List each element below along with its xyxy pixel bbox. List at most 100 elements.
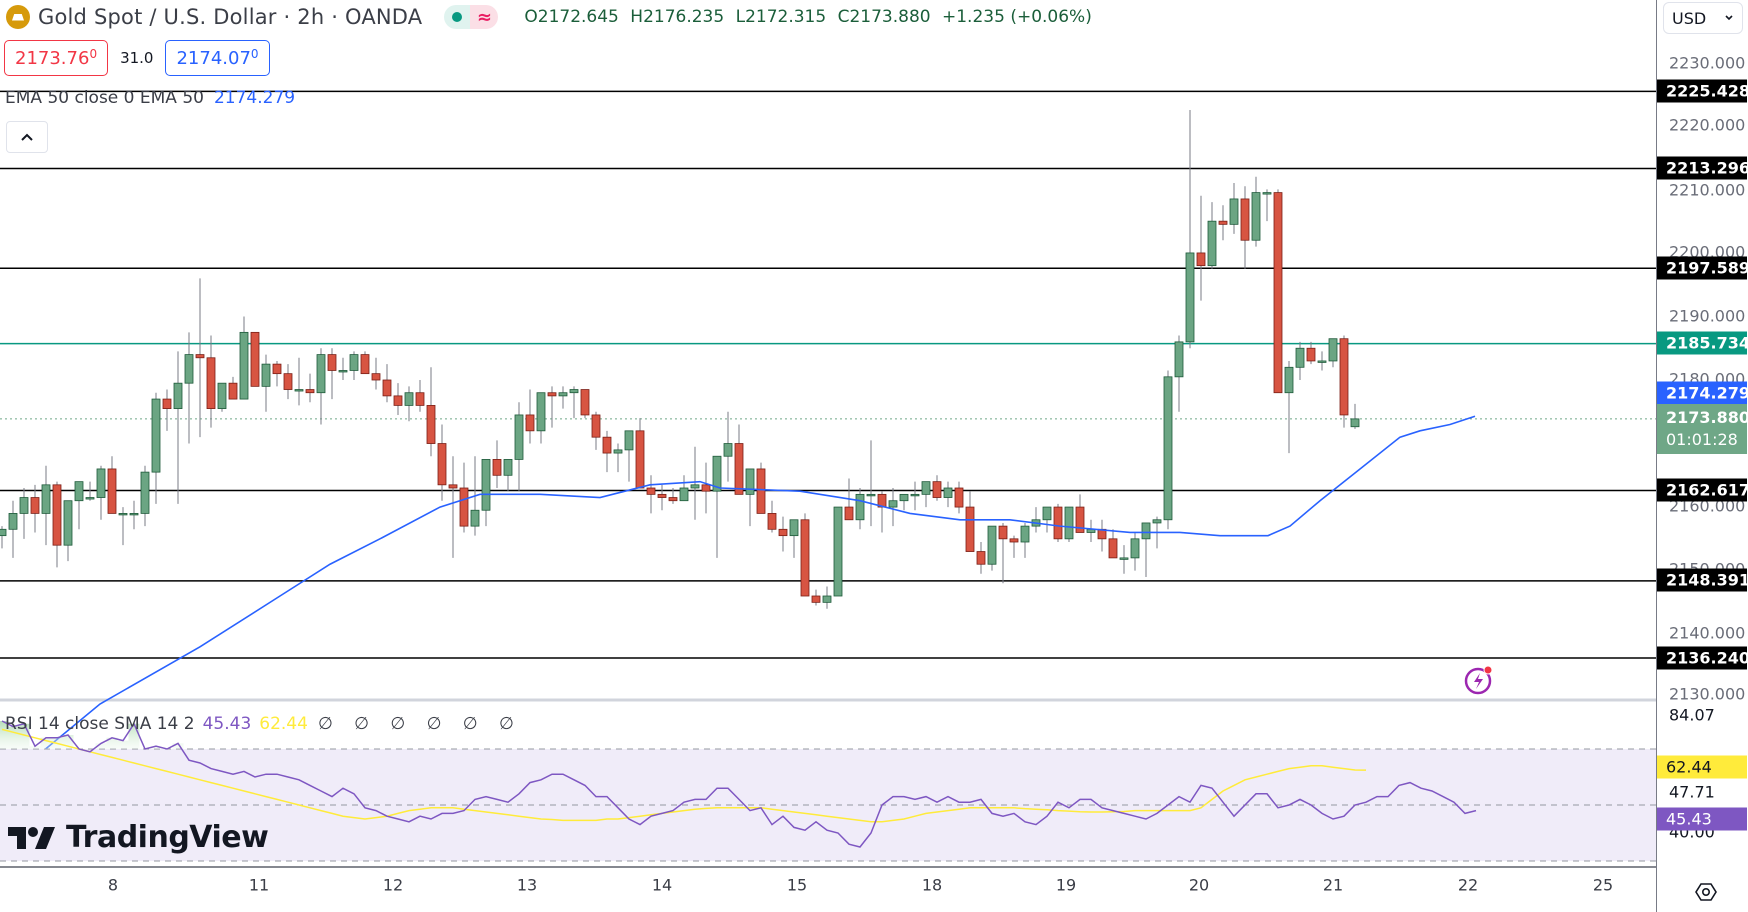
candle [272,360,282,387]
rsi-value-tag: 45.43 [1657,807,1747,831]
candle [404,386,414,422]
candle [1273,189,1283,394]
time-label: 18 [921,875,943,895]
candle [734,424,744,495]
level-tag[interactable]: 2185.734 [1657,331,1748,355]
buy-button[interactable]: 2174.07 0 [165,40,270,76]
symbol-title[interactable]: Gold Spot / U.S. Dollar · 2h · OANDA [38,5,423,29]
candle [569,386,579,419]
candle [1295,341,1305,381]
candle [1064,506,1074,543]
candle [668,488,678,504]
candle [1218,205,1228,241]
candle [85,481,95,501]
time-label: 19 [1055,875,1077,895]
candle [503,459,513,492]
buy-price: 2174.07 [176,47,251,69]
candle [173,351,183,504]
candle [547,386,557,428]
candle [712,455,722,558]
candle [822,586,832,609]
candle [514,402,524,492]
candle [976,542,986,574]
candle [1130,532,1140,571]
price-tick: 2130.000 [1669,684,1746,704]
candle [558,386,568,409]
level-tag[interactable]: 2197.589 [1657,256,1748,280]
candle [371,357,381,390]
candle [833,506,843,597]
candle [239,316,249,400]
candle [1185,110,1195,349]
candle [162,389,172,431]
candle [635,418,645,489]
rsi-sma-legend-value: 62.44 [259,714,308,734]
candle [1251,176,1261,247]
candle [305,373,315,403]
time-label: 14 [651,875,673,895]
level-tag[interactable]: 2148.391 [1657,568,1748,592]
spread-value: 31.0 [120,49,154,67]
candle [96,465,106,520]
candle [0,526,7,549]
candle [855,488,865,530]
rsi-legend[interactable]: RSI 14 close SMA 14 2 45.43 62.44 ∅ ∅ ∅ ∅ ∅… [5,714,522,734]
level-tag[interactable]: 2162.617 [1657,478,1748,502]
price-tick: 2230.000 [1669,53,1746,73]
lightning-alert-icon[interactable] [1462,663,1496,697]
candle [140,465,150,527]
currency-dropdown[interactable]: USD [1663,2,1743,34]
candle [767,500,777,533]
candle [591,411,601,450]
candle [481,459,491,527]
last-price: 2173.880 [1666,408,1748,427]
candle [349,351,359,381]
candle [283,364,293,400]
settings-icon[interactable] [1694,880,1718,904]
candle [701,462,711,514]
candle [921,481,931,508]
candle [987,525,997,571]
chevron-up-icon [21,133,33,141]
rsi-tick: 47.71 [1669,782,1715,802]
status-pills[interactable]: ≈ [444,5,499,29]
candle [426,367,436,457]
ema-legend-value: 2174.279 [213,88,296,108]
candle [382,364,392,403]
candle [8,500,18,558]
currency-label: USD [1672,8,1707,28]
candle [954,481,964,514]
price-tick: 2190.000 [1669,306,1746,326]
candle [1284,360,1294,454]
candle [602,430,612,473]
level-tag[interactable]: 2225.428 [1657,79,1748,103]
candle [1196,195,1206,301]
collapse-legend-button[interactable] [6,121,48,153]
candle [195,278,205,438]
candle [613,443,623,473]
ema-legend[interactable]: EMA 50 close 0 EMA 50 2174.279 [5,88,295,108]
level-tag[interactable]: 2136.240 [1657,646,1748,670]
rsi-null-values: ∅ ∅ ∅ ∅ ∅ ∅ [317,714,522,734]
price-tick: 2210.000 [1669,180,1746,200]
candle [1240,186,1250,269]
candle [63,500,73,562]
approx-icon[interactable]: ≈ [470,5,499,29]
candle [778,516,788,552]
candle [74,481,84,530]
candle [393,383,403,415]
sell-button[interactable]: 2173.76 0 [4,40,109,76]
level-tag[interactable]: 2213.296 [1657,156,1748,180]
candle [459,462,469,533]
candle [1306,341,1316,365]
candle [415,380,425,412]
chevron-down-icon [1725,15,1733,21]
tradingview-logo[interactable]: TradingView [8,820,269,855]
candle [1053,503,1063,543]
candle [1262,189,1272,222]
candle [228,376,238,400]
market-open-dot-icon[interactable] [444,5,471,29]
tradingview-mark-icon [8,826,55,849]
candle [756,462,766,514]
